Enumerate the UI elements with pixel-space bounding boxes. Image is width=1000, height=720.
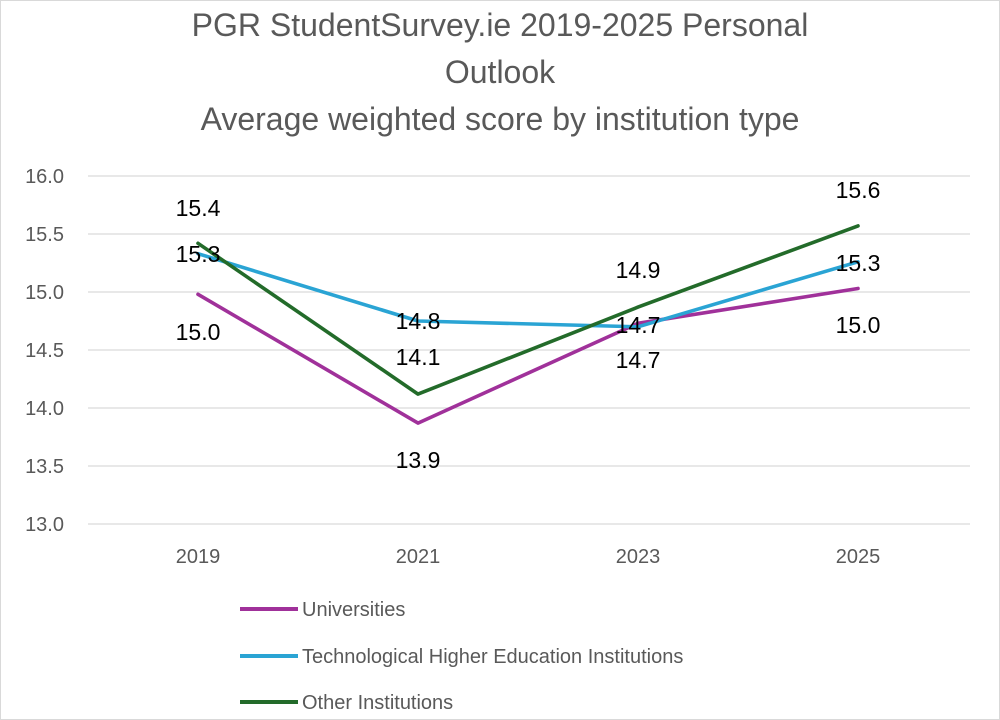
x-tick-label: 2019	[176, 546, 221, 568]
data-label: 15.6	[836, 177, 881, 203]
legend-label: Technological Higher Education Instituti…	[302, 646, 684, 668]
legend-item: Technological Higher Education Instituti…	[240, 642, 840, 672]
data-label: 15.3	[176, 241, 221, 267]
series-line-1	[196, 251, 860, 329]
legend-swatch	[240, 700, 298, 704]
legend-label: Other Institutions	[302, 692, 454, 714]
y-tick-label: 14.0	[25, 398, 64, 420]
data-label: 14.1	[396, 344, 441, 370]
data-label: 14.7	[616, 312, 661, 338]
legend-label: Universities	[302, 599, 406, 621]
legend-item: Universities	[240, 595, 840, 625]
y-tick-label: 15.5	[25, 224, 64, 246]
legend-swatch	[240, 654, 298, 658]
series-line-2	[196, 224, 860, 396]
data-label: 15.0	[836, 312, 881, 338]
chart-title: PGR StudentSurvey.ie 2019-2025 Personal …	[0, 2, 1000, 143]
y-tick-label: 15.0	[25, 282, 64, 304]
chart-subtitle: Average weighted score by institution ty…	[200, 101, 800, 137]
legend-item: Other Institutions	[240, 688, 840, 718]
chart-title-line-1: PGR StudentSurvey.ie 2019-2025 Personal	[191, 7, 809, 43]
data-label: 13.9	[396, 447, 441, 473]
data-label: 15.0	[176, 319, 221, 345]
y-tick-label: 13.5	[25, 456, 64, 478]
data-label: 14.9	[616, 257, 661, 283]
y-tick-label: 16.0	[25, 166, 64, 188]
legend-swatch	[240, 607, 298, 611]
y-tick-label: 14.5	[25, 340, 64, 362]
data-label: 14.8	[396, 308, 441, 334]
data-label: 14.7	[616, 347, 661, 373]
x-tick-label: 2025	[836, 546, 881, 568]
series-line-0	[196, 286, 860, 425]
x-tick-label: 2021	[396, 546, 441, 568]
x-tick-label: 2023	[616, 546, 661, 568]
chart-title-line-2: Outlook	[444, 54, 556, 90]
data-label: 15.3	[836, 250, 881, 276]
y-tick-label: 13.0	[25, 514, 64, 536]
data-label: 15.4	[176, 195, 221, 221]
